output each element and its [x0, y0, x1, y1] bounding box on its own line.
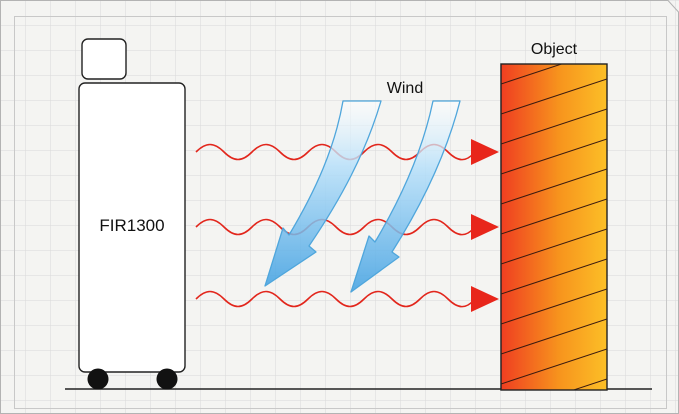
wave-row-2 — [195, 218, 475, 236]
object-outline — [500, 63, 608, 391]
wheel-left — [87, 368, 109, 390]
object-hatching — [501, 64, 607, 390]
wave-arrowhead-3 — [471, 286, 499, 312]
object-label: Object — [531, 41, 578, 58]
device-top-module — [81, 38, 127, 80]
object-body — [501, 64, 607, 390]
wind-label: Wind — [387, 80, 423, 97]
device-body — [78, 82, 186, 373]
inner-frame — [14, 16, 667, 409]
wave-arrowhead-2 — [471, 214, 499, 240]
heater-device: FIR1300 — [78, 38, 186, 390]
device-label: FIR1300 — [99, 216, 164, 235]
wind-arrow-right — [350, 100, 461, 293]
wave-row-3 — [195, 290, 475, 308]
wave-arrowhead-1 — [471, 139, 499, 165]
wheel-right — [156, 368, 178, 390]
wind-arrow-left — [264, 100, 382, 287]
heated-object: Object — [500, 41, 608, 391]
